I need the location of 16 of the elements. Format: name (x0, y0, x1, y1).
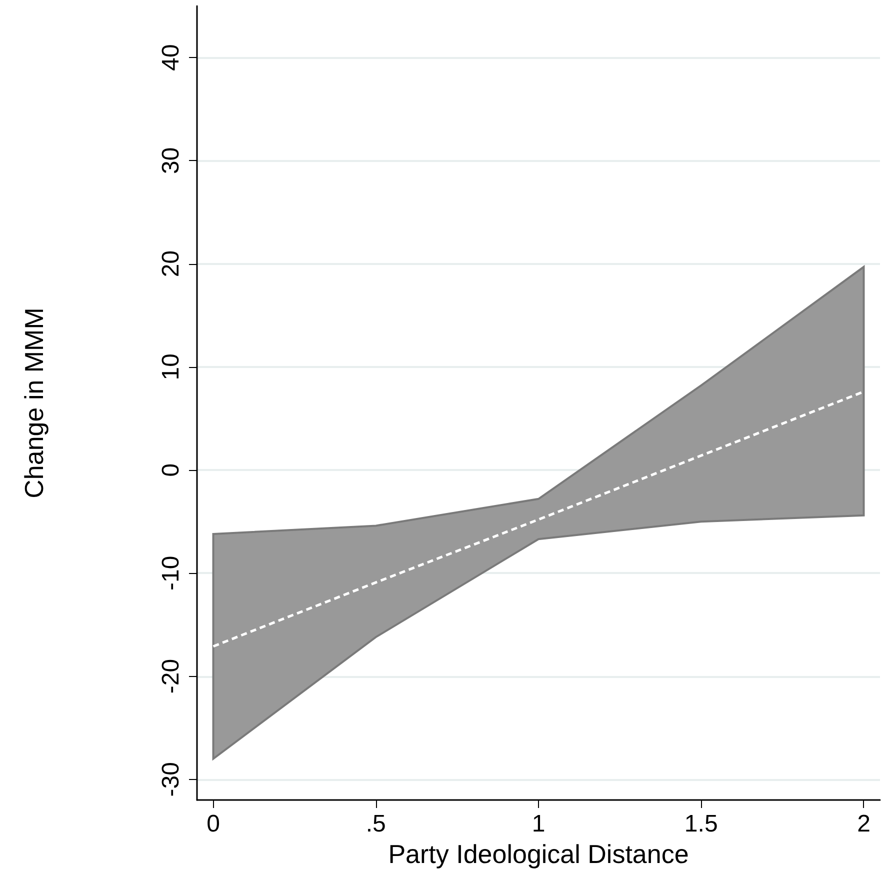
y-axis-title: Change in MMM (19, 308, 49, 498)
y-tick-label: -20 (158, 658, 184, 694)
y-tick-label: 10 (158, 354, 184, 380)
x-tick-label: 1 (532, 810, 546, 838)
y-tick-label: -30 (158, 762, 184, 797)
x-tick-label: 0 (206, 810, 220, 838)
y-tick-label: 20 (158, 250, 184, 278)
y-tick-label: 0 (158, 463, 184, 477)
line-series (212, 390, 865, 648)
x-tick-label: 1.5 (684, 810, 718, 838)
x-tick-label: .5 (366, 810, 386, 838)
y-tick-label: 40 (158, 44, 184, 71)
x-axis-title: Party Ideological Distance (388, 838, 689, 869)
y-tick-label: -10 (158, 556, 184, 590)
x-tick-label: 2 (857, 810, 870, 838)
y-tick-label: 30 (158, 147, 184, 174)
